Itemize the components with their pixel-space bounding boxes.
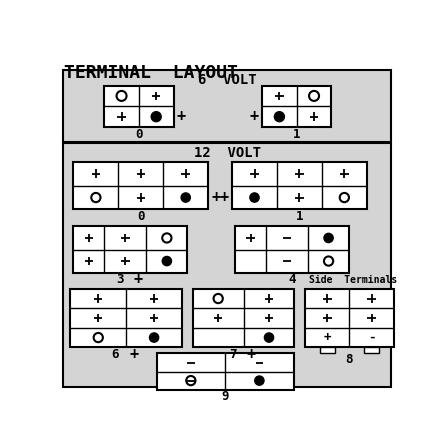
- Text: 12  VOLT: 12 VOLT: [194, 146, 261, 160]
- Text: 1: 1: [295, 210, 303, 223]
- Circle shape: [324, 233, 333, 243]
- Circle shape: [255, 376, 264, 385]
- Text: 0: 0: [135, 128, 143, 140]
- Circle shape: [91, 193, 101, 202]
- Bar: [235, 226, 349, 272]
- Bar: [305, 289, 394, 347]
- Circle shape: [250, 193, 259, 202]
- Circle shape: [340, 193, 349, 202]
- Bar: [232, 162, 367, 210]
- Circle shape: [274, 112, 284, 122]
- Text: +: +: [220, 190, 229, 205]
- Text: +: +: [323, 331, 331, 344]
- Bar: [104, 85, 174, 127]
- Bar: [74, 226, 187, 272]
- Circle shape: [186, 376, 195, 385]
- Circle shape: [93, 333, 103, 342]
- Text: 9: 9: [222, 390, 229, 403]
- Text: 6: 6: [112, 348, 119, 361]
- Bar: [320, 347, 335, 353]
- Circle shape: [149, 333, 159, 342]
- Text: 4: 4: [288, 273, 296, 286]
- Text: +: +: [247, 347, 256, 362]
- Circle shape: [309, 91, 319, 101]
- Text: +: +: [211, 190, 221, 205]
- Text: 8: 8: [346, 353, 353, 366]
- Bar: [156, 354, 294, 390]
- Text: +: +: [129, 347, 138, 362]
- Text: +: +: [177, 109, 186, 124]
- Text: -: -: [368, 331, 375, 344]
- Text: +: +: [250, 109, 259, 124]
- Text: 0: 0: [137, 210, 144, 223]
- Circle shape: [151, 112, 161, 122]
- Text: 3: 3: [116, 273, 123, 286]
- Text: +: +: [133, 272, 143, 287]
- Circle shape: [264, 333, 274, 342]
- Text: 7: 7: [229, 348, 237, 361]
- Circle shape: [162, 256, 171, 266]
- Bar: [74, 162, 208, 210]
- Text: TERMINAL  LAYOUT: TERMINAL LAYOUT: [64, 64, 238, 82]
- Bar: [62, 143, 392, 387]
- Bar: [262, 85, 331, 127]
- Text: 1: 1: [293, 128, 300, 140]
- Circle shape: [181, 193, 190, 202]
- Text: Side  Terminals: Side Terminals: [310, 275, 397, 284]
- Text: 6  VOLT: 6 VOLT: [198, 73, 257, 87]
- Circle shape: [162, 233, 171, 243]
- Bar: [364, 347, 379, 353]
- Bar: [70, 289, 182, 347]
- Circle shape: [324, 256, 333, 266]
- Bar: [193, 289, 295, 347]
- Circle shape: [117, 91, 127, 101]
- Bar: [62, 70, 392, 142]
- Circle shape: [214, 294, 223, 303]
